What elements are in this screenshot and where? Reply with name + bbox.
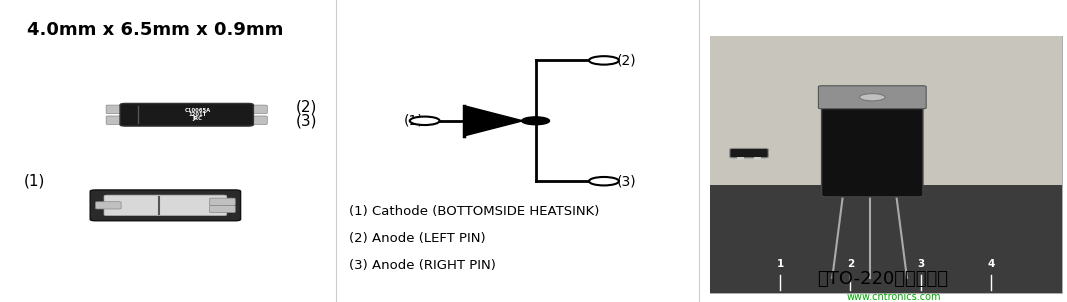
Circle shape xyxy=(589,177,619,185)
Text: 4.0mm x 6.5mm x 0.9mm: 4.0mm x 6.5mm x 0.9mm xyxy=(27,21,283,39)
FancyBboxPatch shape xyxy=(90,190,241,221)
FancyBboxPatch shape xyxy=(243,105,267,114)
FancyBboxPatch shape xyxy=(106,105,130,114)
Polygon shape xyxy=(464,106,523,136)
FancyBboxPatch shape xyxy=(710,36,1062,190)
Text: (1): (1) xyxy=(23,174,45,189)
Text: 2: 2 xyxy=(847,259,854,269)
FancyBboxPatch shape xyxy=(818,86,926,109)
FancyBboxPatch shape xyxy=(710,36,1062,293)
FancyBboxPatch shape xyxy=(209,205,235,213)
FancyBboxPatch shape xyxy=(737,157,744,160)
Circle shape xyxy=(522,117,550,125)
FancyBboxPatch shape xyxy=(754,157,761,160)
Text: (3): (3) xyxy=(296,113,318,128)
Text: 与TO-220的尺寸比较: 与TO-220的尺寸比较 xyxy=(817,270,949,288)
Text: JRC: JRC xyxy=(192,116,203,121)
Text: (2): (2) xyxy=(296,99,318,114)
FancyBboxPatch shape xyxy=(243,116,267,124)
Text: (3) Anode (RIGHT PIN): (3) Anode (RIGHT PIN) xyxy=(349,259,496,272)
FancyBboxPatch shape xyxy=(120,103,254,126)
Text: (1) Cathode (BOTTOMSIDE HEATSINK): (1) Cathode (BOTTOMSIDE HEATSINK) xyxy=(349,205,600,218)
Text: 1201T: 1201T xyxy=(188,112,207,117)
Text: (3): (3) xyxy=(617,174,636,188)
Text: (1): (1) xyxy=(403,114,424,128)
FancyBboxPatch shape xyxy=(209,198,235,205)
Text: (2) Anode (LEFT PIN): (2) Anode (LEFT PIN) xyxy=(349,232,485,245)
Text: 3: 3 xyxy=(918,259,924,269)
Circle shape xyxy=(589,56,619,65)
Circle shape xyxy=(860,94,886,101)
FancyBboxPatch shape xyxy=(822,103,923,197)
FancyBboxPatch shape xyxy=(710,185,1062,293)
Text: 4: 4 xyxy=(988,259,994,269)
FancyBboxPatch shape xyxy=(105,195,227,216)
Text: 1: 1 xyxy=(777,259,783,269)
Text: (2): (2) xyxy=(617,53,636,67)
FancyBboxPatch shape xyxy=(96,202,121,209)
Circle shape xyxy=(410,117,440,125)
FancyBboxPatch shape xyxy=(730,148,768,158)
FancyBboxPatch shape xyxy=(106,116,130,124)
Text: C10065A: C10065A xyxy=(185,108,210,113)
Text: www.cntronics.com: www.cntronics.com xyxy=(846,292,941,302)
